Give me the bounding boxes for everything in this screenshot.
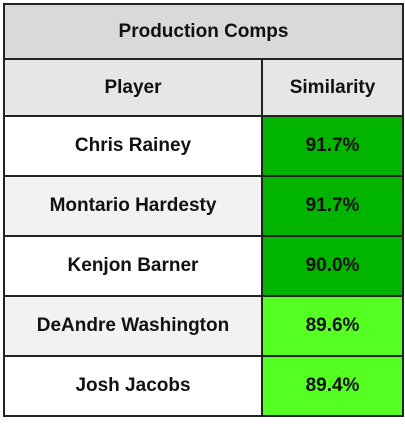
production-comps-table: Production Comps Player Similarity Chris… [2,3,405,417]
title-row: Production Comps [2,3,405,60]
table-row: Josh Jacobs 89.4% [3,355,405,417]
player-name-cell: Chris Rainey [3,115,263,177]
player-name-cell: Kenjon Barner [3,235,263,297]
table-row: Chris Rainey 91.7% [3,115,405,177]
similarity-cell: 89.4% [260,355,405,417]
table-row: Montario Hardesty 91.7% [3,175,405,237]
table-title: Production Comps [2,3,405,60]
table-row: Kenjon Barner 90.0% [3,235,405,297]
header-row: Player Similarity [3,58,405,117]
similarity-cell: 91.7% [260,175,405,237]
column-header-similarity: Similarity [260,58,405,117]
column-header-player: Player [3,58,263,117]
similarity-cell: 91.7% [260,115,405,177]
similarity-cell: 89.6% [260,295,405,357]
table-row: DeAndre Washington 89.6% [3,295,405,357]
similarity-cell: 90.0% [260,235,405,297]
player-name-cell: DeAndre Washington [3,295,263,357]
player-name-cell: Montario Hardesty [3,175,263,237]
player-name-cell: Josh Jacobs [3,355,263,417]
